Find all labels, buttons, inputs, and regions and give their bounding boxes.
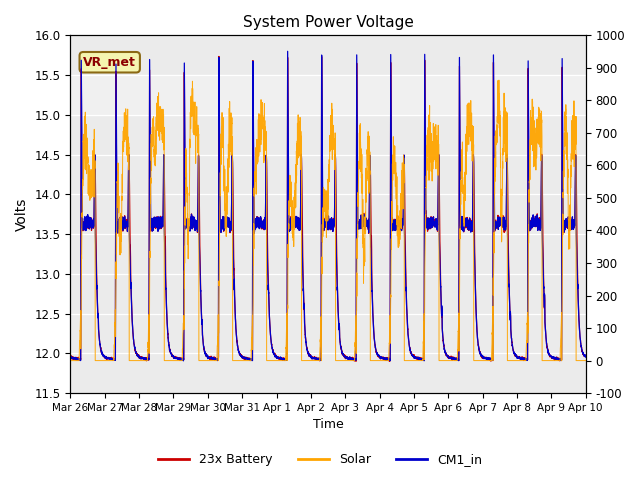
- Bar: [70, 75, 586, 115]
- X-axis label: Time: Time: [313, 419, 344, 432]
- Title: System Power Voltage: System Power Voltage: [243, 15, 413, 30]
- Legend: 23x Battery, Solar, CM1_in: 23x Battery, Solar, CM1_in: [153, 448, 487, 471]
- Text: VR_met: VR_met: [83, 56, 136, 69]
- Y-axis label: Volts: Volts: [15, 198, 29, 231]
